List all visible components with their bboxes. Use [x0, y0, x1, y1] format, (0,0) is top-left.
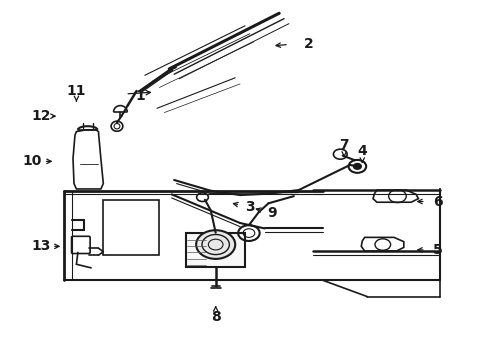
- Text: 13: 13: [31, 239, 50, 253]
- Text: 9: 9: [268, 206, 277, 220]
- Text: 11: 11: [67, 84, 86, 98]
- Text: 3: 3: [245, 200, 255, 214]
- Text: 1: 1: [135, 89, 145, 103]
- Text: 6: 6: [433, 194, 443, 208]
- Text: 5: 5: [433, 243, 443, 257]
- FancyBboxPatch shape: [186, 233, 245, 267]
- Circle shape: [196, 230, 235, 259]
- Text: 12: 12: [31, 109, 50, 123]
- Bar: [103, 200, 159, 255]
- Text: 10: 10: [23, 154, 42, 168]
- Text: 8: 8: [211, 310, 220, 324]
- Text: 2: 2: [304, 37, 314, 51]
- Text: 4: 4: [357, 144, 367, 158]
- Text: 7: 7: [340, 138, 349, 152]
- Circle shape: [353, 163, 361, 169]
